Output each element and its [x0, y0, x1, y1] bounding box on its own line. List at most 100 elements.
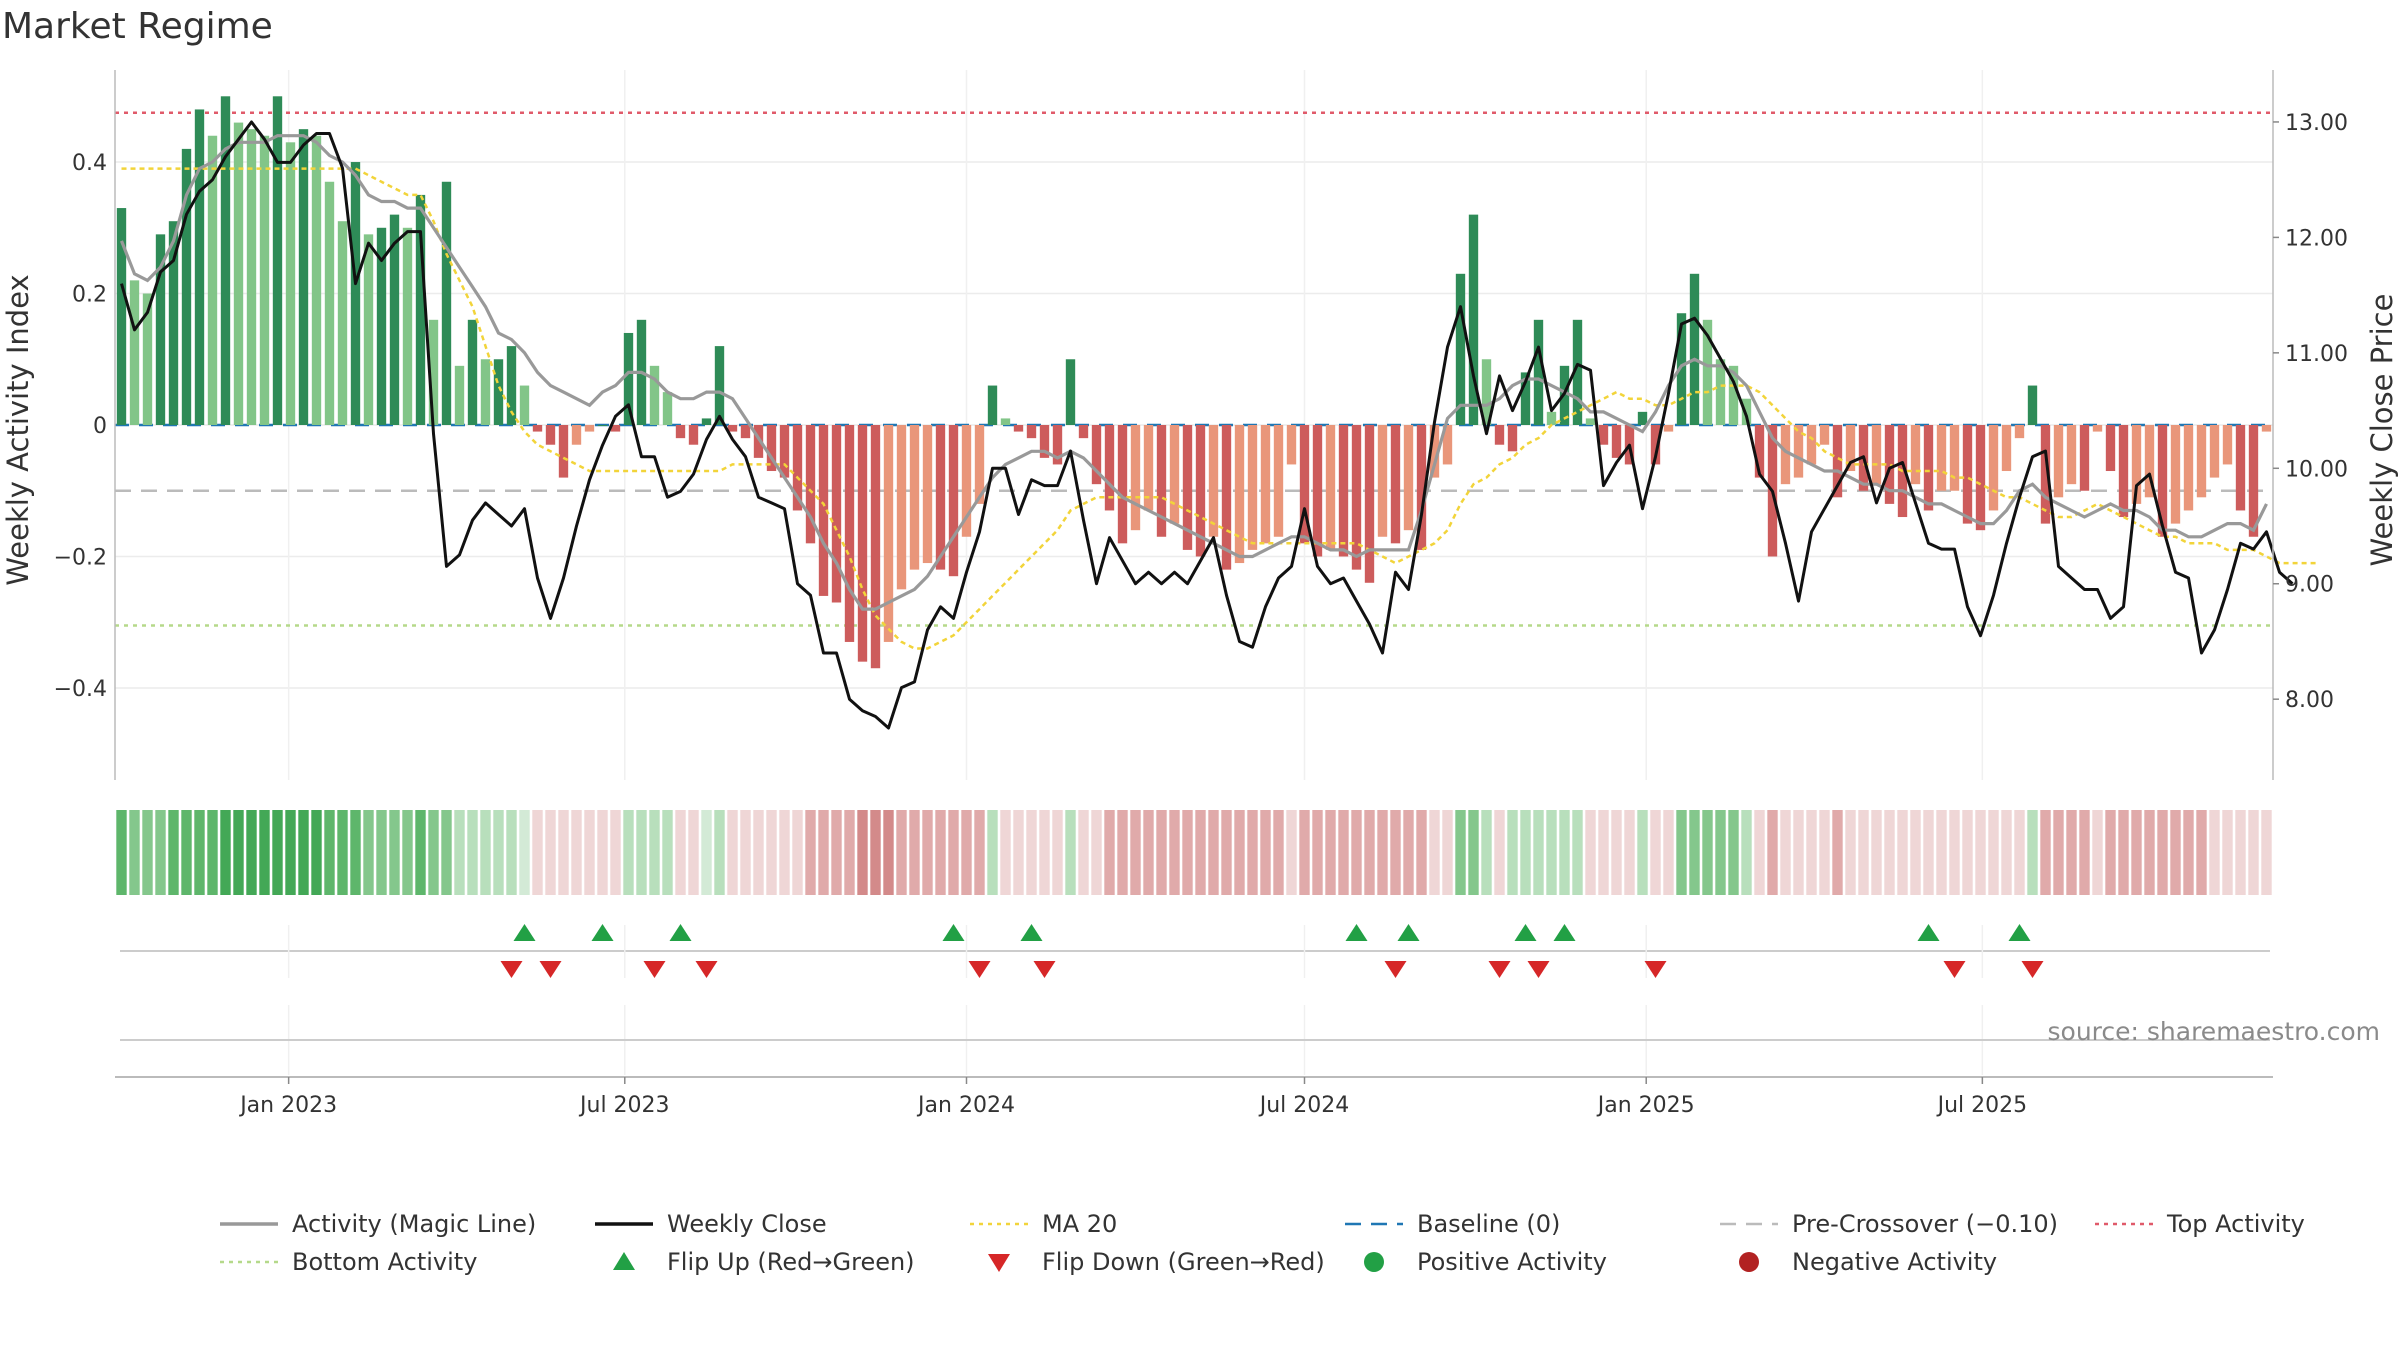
legend-label: MA 20 [1042, 1210, 1117, 1238]
source-label: source: sharemaestro.com [2048, 1017, 2381, 1046]
regime-cell [207, 810, 218, 895]
y-right-tick-label: 11.00 [2285, 342, 2348, 367]
legend-label: Baseline (0) [1417, 1210, 1560, 1238]
activity-bars [116, 96, 2272, 669]
regime-cell [1091, 810, 1102, 895]
regime-cell [116, 810, 127, 895]
activity-bar [571, 425, 582, 445]
activity-bar [1052, 425, 1063, 465]
legend-item: Flip Up (Red→Green) [613, 1248, 915, 1276]
activity-bar [402, 227, 413, 425]
activity-bar [2053, 425, 2064, 498]
activity-bar [1377, 425, 1388, 537]
regime-cell [1338, 810, 1349, 895]
regime-cell [311, 810, 322, 895]
flip-up-marker [591, 924, 614, 941]
activity-bar [441, 181, 452, 425]
flip-down-marker [968, 961, 991, 978]
regime-cell [714, 810, 725, 895]
regime-cell [779, 810, 790, 895]
activity-bar [961, 425, 972, 537]
regime-cell [727, 810, 738, 895]
legend-swatch [613, 1252, 635, 1270]
y-left-tick-label: 0.2 [72, 283, 107, 308]
regime-cell [1195, 810, 1206, 895]
flip-up-marker [513, 924, 536, 941]
legend-item: Top Activity [2095, 1210, 2305, 1238]
activity-bar [454, 365, 465, 425]
regime-cell [1013, 810, 1024, 895]
activity-bar [2092, 425, 2103, 432]
regime-cell [1936, 810, 1947, 895]
y-right-tick-label: 10.00 [2285, 457, 2348, 482]
activity-bar [415, 194, 426, 425]
regime-cell [1130, 810, 1141, 895]
activity-bar [1520, 372, 1531, 425]
activity-bar [298, 129, 309, 425]
regime-cell [1962, 810, 1973, 895]
activity-bar [2209, 425, 2220, 478]
legend-item: Positive Activity [1364, 1248, 1607, 1276]
y-left-axis-label: Weekly Activity Index [1, 274, 35, 585]
activity-bar [1533, 319, 1544, 425]
regime-cell [1546, 810, 1557, 895]
regime-cell [1442, 810, 1453, 895]
regime-cell [701, 810, 712, 895]
regime-cell [935, 810, 946, 895]
regime-cell [675, 810, 686, 895]
regime-cell [623, 810, 634, 895]
regime-cell [844, 810, 855, 895]
activity-bar [2118, 425, 2129, 518]
x-tick-label: Jul 2024 [1258, 1093, 1350, 1118]
activity-bar [1065, 359, 1076, 425]
activity-bar [2040, 425, 2051, 524]
regime-cell [805, 810, 816, 895]
regime-cell [480, 810, 491, 895]
regime-cell [1234, 810, 1245, 895]
regime-cell [1832, 810, 1843, 895]
activity-bar [1442, 425, 1453, 465]
flip-down-marker [500, 961, 523, 978]
regime-cell [1104, 810, 1115, 895]
regime-cell [1533, 810, 1544, 895]
activity-bar [753, 425, 764, 458]
regime-cell [1572, 810, 1583, 895]
regime-cell [2131, 810, 2142, 895]
flip-down-marker [2021, 961, 2044, 978]
regime-cell [506, 810, 517, 895]
activity-bar [181, 148, 192, 425]
regime-cell [740, 810, 751, 895]
regime-cell [519, 810, 530, 895]
activity-bar [987, 385, 998, 425]
regime-cell [1793, 810, 1804, 895]
regime-cell [1390, 810, 1401, 895]
activity-bar [1481, 359, 1492, 425]
activity-bar [2235, 425, 2246, 511]
regime-cell [1000, 810, 1011, 895]
activity-bar [1650, 425, 1661, 465]
regime-cell [1065, 810, 1076, 895]
regime-cell [818, 810, 829, 895]
flip-down-marker [643, 961, 666, 978]
regime-cell [1117, 810, 1128, 895]
legend-swatch [1739, 1252, 1759, 1272]
activity-bar [259, 135, 270, 426]
flip-up-marker [1553, 924, 1576, 941]
activity-bar [597, 425, 608, 426]
activity-bar [870, 425, 881, 669]
x-tick-label: Jan 2024 [916, 1093, 1015, 1118]
activity-bar [1273, 425, 1284, 537]
regime-cell [1169, 810, 1180, 895]
regime-cell [1312, 810, 1323, 895]
regime-cell [259, 810, 270, 895]
regime-cell [1624, 810, 1635, 895]
regime-cell [1403, 810, 1414, 895]
regime-cell [1923, 810, 1934, 895]
flip-down-marker [695, 961, 718, 978]
activity-bar [2248, 425, 2259, 537]
activity-bar [2131, 425, 2142, 504]
x-tick-label: Jan 2025 [1596, 1093, 1695, 1118]
regime-cell [2105, 810, 2116, 895]
legend-label: Weekly Close [667, 1210, 827, 1238]
